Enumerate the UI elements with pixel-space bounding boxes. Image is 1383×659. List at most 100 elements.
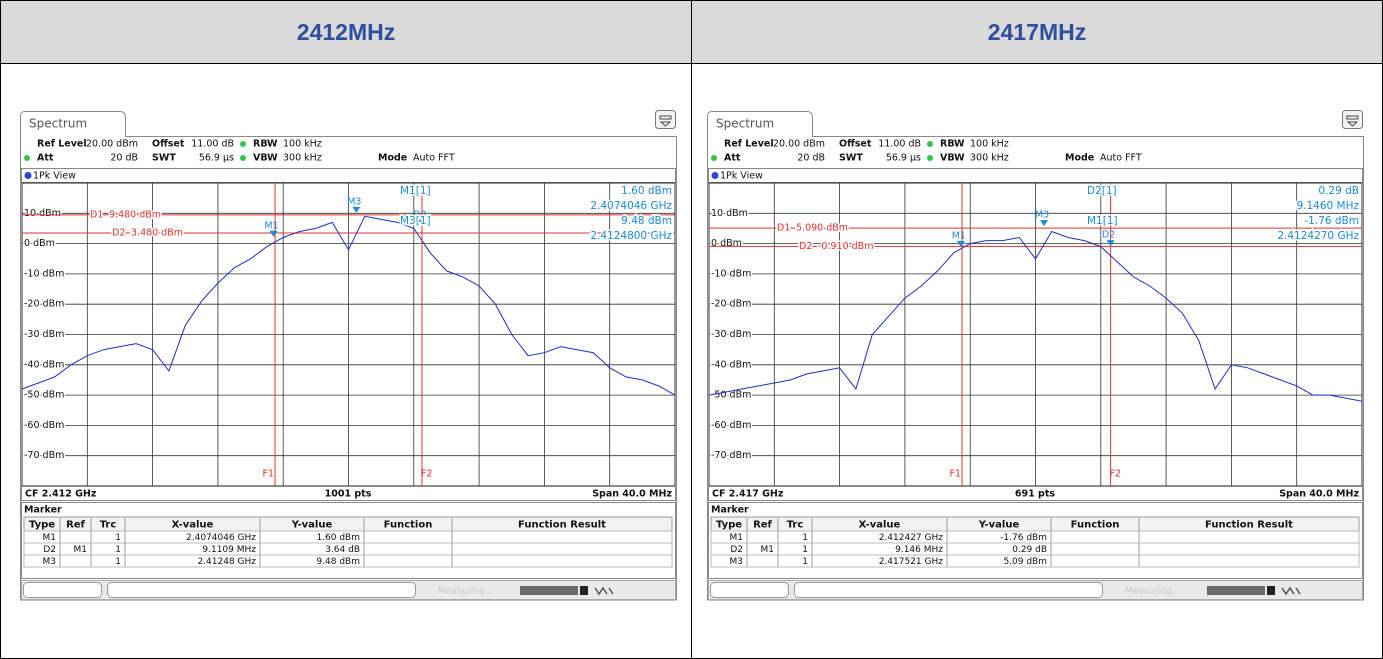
column-title: 2417MHz	[692, 1, 1382, 64]
marker-table-cell: M3	[43, 557, 57, 567]
setting-label: Offset	[839, 139, 872, 150]
setting-value: 20.00 dBm	[86, 139, 138, 150]
display-line-value: 9.480 dBm	[109, 209, 161, 220]
y-tick-label: 0 dBm	[24, 238, 55, 249]
y-tick-label: -20 dBm	[24, 299, 64, 310]
readout-value: 9.48 dBm	[621, 215, 672, 227]
setting-value: Auto FFT	[413, 153, 455, 164]
analyzer-screen: Spectrum Ref Level 20.00 dBm Offset 11.00 dB…	[707, 110, 1364, 601]
trace	[21, 215, 676, 396]
y-tick-label: -20 dBm	[711, 299, 751, 310]
y-tick-label: -30 dBm	[711, 329, 751, 340]
marker-table-cell: 2.417521 GHz	[879, 557, 944, 567]
frequency-line-name: F2	[421, 469, 433, 480]
status-field	[23, 582, 102, 598]
setting-label: SWT	[152, 153, 176, 164]
view-dot	[711, 172, 719, 179]
setting-label: SWT	[839, 153, 863, 164]
marker-table-cell: 0.29 dB	[1012, 545, 1047, 555]
status-field	[710, 582, 789, 598]
span: Span 40.0 MHz	[1279, 489, 1359, 500]
marker-table-cell: D2	[43, 545, 56, 555]
marker-name: M3	[347, 196, 361, 207]
y-tick-label: -60 dBm	[24, 420, 64, 431]
marker-table-cell: 1	[802, 545, 808, 555]
setting-value: 100 kHz	[970, 139, 1009, 150]
marker-section	[21, 502, 676, 579]
marker-section	[708, 502, 1363, 579]
readout-position: 2.4124270 GHz	[1277, 230, 1359, 242]
setting-label: VBW	[940, 153, 965, 164]
footer-bar	[21, 486, 676, 501]
status-dot	[927, 155, 933, 161]
marker-table-header: Function Result	[1205, 520, 1293, 531]
status-text: Measuring...	[1125, 587, 1180, 597]
readout-name: D2[1]	[1087, 185, 1117, 197]
marker-table-cell: 1	[115, 533, 121, 543]
readout-name: M1[1]	[400, 185, 431, 197]
y-tick-label: 10 dBm	[24, 208, 61, 219]
sweep-points: 1001 pts	[325, 489, 372, 500]
y-tick-label: -40 dBm	[711, 359, 751, 370]
y-tick-label: 10 dBm	[711, 208, 748, 219]
y-tick-label: -50 dBm	[711, 390, 751, 401]
y-tick-label: 0 dBm	[711, 238, 742, 249]
logo	[594, 586, 614, 596]
setting-label: Offset	[152, 139, 185, 150]
status-dot	[927, 141, 933, 147]
status-dot	[240, 141, 246, 147]
marker	[352, 206, 361, 213]
marker-table-header: Function Result	[518, 520, 606, 531]
setting-value: 300 kHz	[283, 153, 322, 164]
setting-value: 11.00 dB	[191, 139, 234, 150]
frequency-line-name: F1	[263, 469, 275, 480]
progress-end	[580, 586, 588, 595]
readout-name: M1[1]	[1087, 215, 1118, 227]
status-field	[794, 582, 1103, 598]
marker-table-header: Type	[716, 520, 742, 531]
setting-label: Mode	[1065, 153, 1094, 164]
marker-table-header: Trc	[787, 520, 804, 531]
display-line-name: D1	[90, 209, 103, 220]
display-line-name: D2	[799, 241, 812, 252]
y-tick-label: -40 dBm	[24, 359, 64, 370]
y-tick-label: -70 dBm	[711, 450, 751, 461]
setting-label: Mode	[378, 153, 407, 164]
column-title: 2412MHz	[1, 1, 691, 64]
marker-table-cell: M1	[730, 533, 744, 543]
status-dot	[711, 155, 717, 161]
display-line-value: 5.090 dBm	[796, 223, 848, 234]
center-frequency: CF 2.412 GHz	[25, 489, 97, 500]
y-tick-label: -50 dBm	[24, 390, 64, 401]
marker	[417, 219, 426, 226]
tab-label: Spectrum	[29, 117, 87, 131]
marker-table-header: X-value	[172, 520, 214, 531]
readout-value: -1.76 dBm	[1304, 215, 1359, 227]
readout-position: 2.4124800 GHz	[590, 230, 672, 242]
marker-table-cell: 9.146 MHz	[895, 545, 943, 555]
readout-value: 0.29 dB	[1318, 185, 1359, 197]
marker-table-cell: 2.412427 GHz	[879, 533, 944, 543]
trace	[708, 230, 1363, 402]
marker	[1040, 220, 1049, 227]
span: Span 40.0 MHz	[592, 489, 672, 500]
setting-value: 20 dB	[110, 153, 138, 164]
marker-table-row	[23, 554, 673, 568]
progress-bar	[520, 586, 578, 595]
y-tick-label: -30 dBm	[24, 329, 64, 340]
analyzer-screen: Spectrum Ref Level 20.00 dBm Offset 11.00 dB…	[20, 110, 677, 601]
setting-value: 100 kHz	[283, 139, 322, 150]
marker-table-cell: 5.09 dBm	[1003, 557, 1047, 567]
marker-name: D2	[1102, 230, 1115, 241]
center-frequency: CF 2.417 GHz	[712, 489, 784, 500]
setting-value: 20.00 dBm	[773, 139, 825, 150]
marker-table-header: Function	[384, 520, 433, 531]
marker-title: Marker	[711, 505, 749, 516]
setting-label: RBW	[253, 139, 278, 150]
marker-table-cell: 2.4074046 GHz	[186, 533, 256, 543]
column-divider	[691, 1, 692, 658]
y-tick-label: -10 dBm	[24, 268, 64, 279]
readout-name: M3[1]	[400, 215, 431, 227]
marker-table-cell: 1	[115, 557, 121, 567]
marker	[1106, 240, 1115, 247]
